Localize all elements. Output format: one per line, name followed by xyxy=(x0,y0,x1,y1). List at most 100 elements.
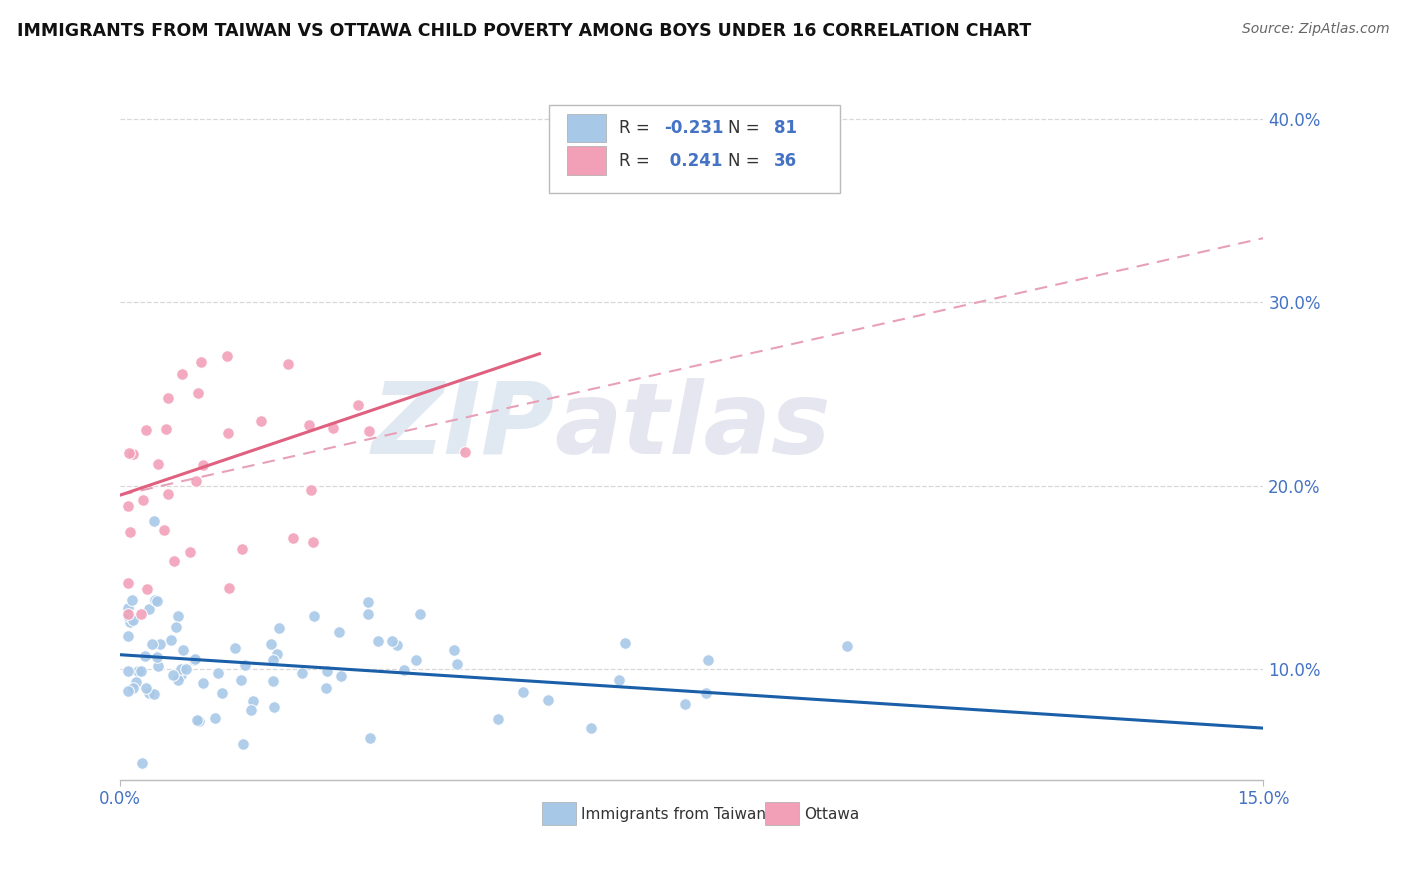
Point xyxy=(122,613,145,627)
Text: Ottawa: Ottawa xyxy=(804,806,859,822)
Point xyxy=(328,624,350,639)
Point xyxy=(302,608,325,623)
Point xyxy=(163,554,186,568)
Point xyxy=(138,602,160,616)
Text: -0.231: -0.231 xyxy=(665,120,724,137)
Point xyxy=(613,636,636,650)
Text: N =: N = xyxy=(728,152,765,169)
Point xyxy=(260,637,283,651)
Point xyxy=(142,514,165,528)
Point xyxy=(299,483,322,497)
Point xyxy=(174,662,197,676)
Point xyxy=(191,458,214,473)
Text: 0.241: 0.241 xyxy=(665,152,723,169)
Text: atlas: atlas xyxy=(554,377,831,475)
Point xyxy=(301,535,323,549)
Point xyxy=(135,681,157,695)
Point xyxy=(454,444,477,458)
Point xyxy=(143,593,166,607)
Point xyxy=(277,357,299,371)
Point xyxy=(120,615,142,629)
Point xyxy=(291,666,314,681)
Point xyxy=(211,686,233,700)
Point xyxy=(117,664,139,678)
Point xyxy=(443,643,465,657)
Text: Immigrants from Taiwan: Immigrants from Taiwan xyxy=(581,806,766,822)
Point xyxy=(191,676,214,690)
Text: 36: 36 xyxy=(775,152,797,169)
Point xyxy=(117,576,139,591)
Point xyxy=(143,687,166,701)
Point xyxy=(298,417,321,432)
Point xyxy=(149,637,172,651)
Point xyxy=(267,622,290,636)
Point xyxy=(346,398,368,412)
Point xyxy=(129,607,152,622)
Text: N =: N = xyxy=(728,120,765,137)
Point xyxy=(250,414,273,428)
Point xyxy=(117,601,139,615)
Point xyxy=(207,665,229,680)
Point xyxy=(170,662,193,676)
Point xyxy=(117,609,139,624)
Point xyxy=(117,683,139,698)
Point xyxy=(156,391,179,405)
Point xyxy=(233,658,256,673)
Point xyxy=(512,685,534,699)
Point xyxy=(204,711,226,725)
Point xyxy=(262,653,284,667)
Point xyxy=(179,545,201,559)
Point xyxy=(162,668,184,682)
Point xyxy=(167,673,190,687)
Point xyxy=(135,582,157,596)
Point xyxy=(409,607,432,621)
Point xyxy=(132,493,155,508)
Point xyxy=(224,641,246,656)
Point xyxy=(121,593,143,607)
Point xyxy=(266,648,288,662)
Point xyxy=(184,475,207,489)
Point xyxy=(231,541,253,556)
FancyBboxPatch shape xyxy=(548,104,841,193)
Point xyxy=(146,658,169,673)
Point xyxy=(122,681,145,695)
Y-axis label: Child Poverty Among Boys Under 16: Child Poverty Among Boys Under 16 xyxy=(0,287,7,565)
Point xyxy=(129,664,152,678)
Point xyxy=(330,669,353,683)
Text: IMMIGRANTS FROM TAIWAN VS OTTAWA CHILD POVERTY AMONG BOYS UNDER 16 CORRELATION C: IMMIGRANTS FROM TAIWAN VS OTTAWA CHILD P… xyxy=(17,22,1031,40)
Point xyxy=(263,699,285,714)
Point xyxy=(392,663,415,677)
Point xyxy=(146,457,169,471)
Point xyxy=(673,697,696,711)
FancyBboxPatch shape xyxy=(543,802,576,825)
Point xyxy=(218,581,240,595)
Point xyxy=(172,643,194,657)
Point xyxy=(695,686,717,700)
Point xyxy=(188,714,211,728)
Point xyxy=(322,420,344,434)
Point xyxy=(135,423,157,437)
Point xyxy=(127,664,149,678)
Text: R =: R = xyxy=(619,152,655,169)
Point xyxy=(537,692,560,706)
Point xyxy=(118,446,141,460)
Point xyxy=(696,653,718,667)
Point xyxy=(217,350,239,364)
Point xyxy=(117,607,139,622)
Text: R =: R = xyxy=(619,120,655,137)
Point xyxy=(187,385,209,400)
Point xyxy=(118,524,141,539)
Point xyxy=(117,500,139,514)
Point xyxy=(315,681,337,695)
Point xyxy=(138,686,160,700)
Point xyxy=(141,637,163,651)
Point xyxy=(165,620,187,634)
Point xyxy=(190,354,212,368)
Point xyxy=(186,713,208,727)
Point xyxy=(146,649,169,664)
Point xyxy=(446,657,468,672)
Point xyxy=(159,632,181,647)
Point xyxy=(217,426,239,441)
Point xyxy=(242,694,264,708)
FancyBboxPatch shape xyxy=(567,114,606,142)
